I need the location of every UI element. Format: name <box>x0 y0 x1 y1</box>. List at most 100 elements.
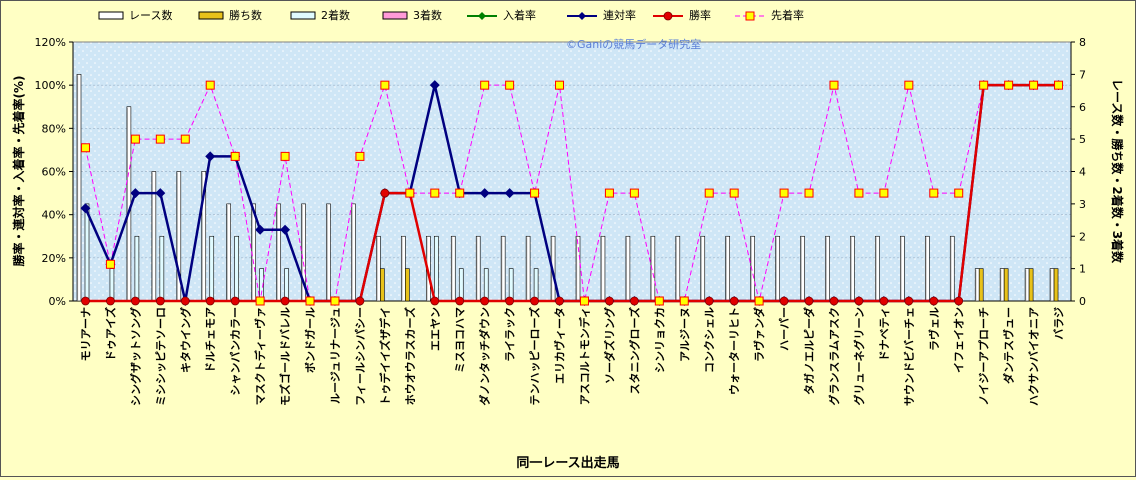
category-label: ウォーターリヒト <box>728 307 741 395</box>
marker-senchaku <box>729 188 739 198</box>
right-tick-label: 2 <box>1079 230 1086 243</box>
legend-item-winrate: 勝率 <box>653 8 711 22</box>
category-label: コンクシェル <box>703 307 716 373</box>
category-label: ドナベティ <box>878 307 891 361</box>
legend: レース数 勝ち数 2着数 3着数 入着率 連対率 <box>98 8 804 22</box>
bar <box>109 268 115 302</box>
marker-senchaku <box>105 259 115 269</box>
category-label: ライラック <box>504 307 517 362</box>
bar <box>380 268 385 302</box>
line-senchaku <box>84 83 1059 302</box>
category-label: テンハッピーローズ <box>528 307 542 405</box>
marker-senchaku <box>904 80 914 90</box>
marker-rentai <box>255 224 266 235</box>
marker-senchaku <box>779 188 789 198</box>
category-label: ルージュリナージュ <box>329 307 342 404</box>
marker-senchaku <box>555 80 565 90</box>
right-tick-label: 3 <box>1079 198 1086 211</box>
marker-winrate <box>155 296 165 306</box>
marker-senchaku <box>929 188 939 198</box>
left-tick-label: 60% <box>42 166 66 179</box>
marker-rentai <box>130 188 141 199</box>
bar <box>84 203 90 302</box>
marker-senchaku <box>130 134 140 144</box>
marker-winrate <box>904 296 914 306</box>
marker-rentai <box>504 188 515 199</box>
marker-senchaku <box>280 151 290 161</box>
marker-winrate <box>954 296 964 306</box>
legend-label-race: レース数 <box>129 9 172 22</box>
marker-winrate <box>854 296 864 306</box>
marker-winrate <box>480 296 490 306</box>
left-tick-label: 0% <box>49 295 66 308</box>
bar <box>209 235 215 302</box>
marker-winrate <box>180 296 190 306</box>
marker-senchaku <box>1004 80 1014 90</box>
bar <box>433 235 439 302</box>
legend-label-place: 入着率 <box>503 8 536 22</box>
category-label: タガノエルピーダ <box>802 307 816 395</box>
marker-senchaku <box>355 151 365 161</box>
marker-senchaku <box>480 80 490 90</box>
marker-winrate <box>380 188 390 198</box>
bar <box>284 268 289 302</box>
marker-winrate <box>829 296 839 306</box>
marker-senchaku <box>180 134 190 144</box>
marker-senchaku <box>455 188 465 198</box>
line-winrate <box>85 83 1059 303</box>
category-label: ソーダズリング <box>602 307 616 384</box>
legend-item-third: 3着数 <box>382 8 442 22</box>
marker-senchaku <box>330 296 340 306</box>
marker-senchaku <box>829 80 839 90</box>
category-label: シンリョクカ <box>653 307 666 373</box>
category-label: スタニングローズ <box>627 307 641 394</box>
category-label: ノイジーアプローチ <box>977 307 991 406</box>
bar <box>1028 268 1034 302</box>
legend-item-rentai: 連対率 <box>567 8 636 22</box>
marker-senchaku <box>879 188 889 198</box>
marker-winrate <box>230 296 240 306</box>
legend-label-second: 2着数 <box>321 8 350 22</box>
marker-senchaku <box>754 296 764 306</box>
bar <box>159 235 165 302</box>
marker-senchaku <box>155 134 165 144</box>
bar <box>405 268 410 302</box>
legend-label-senchaku: 先着率 <box>771 8 804 22</box>
bar <box>1003 268 1009 302</box>
marker-senchaku <box>804 188 814 198</box>
category-label: シングザットソング <box>128 307 142 406</box>
legend-label-win: 勝ち数 <box>229 8 262 22</box>
legend-item-place: 入着率 <box>467 8 536 22</box>
marker-senchaku <box>1054 80 1064 90</box>
category-label: イフェイオン <box>953 307 966 373</box>
category-label: ラヴェル <box>927 307 941 351</box>
bar <box>234 235 239 302</box>
marker-rentai <box>80 203 91 214</box>
category-label: ホウオウラスカーズ <box>403 307 417 405</box>
category-label: グランスラムアスク <box>827 307 841 405</box>
watermark: ©Ganiの競馬データ研究室 <box>566 37 701 51</box>
marker-winrate <box>455 296 465 306</box>
bar <box>483 268 489 302</box>
marker-winrate <box>355 296 365 306</box>
marker-rentai <box>155 188 166 199</box>
left-tick-label: 20% <box>42 252 66 265</box>
category-label: ハクサンバイオニア <box>1028 307 1041 406</box>
category-label: アスコルトモンディ <box>577 307 591 405</box>
marker-winrate <box>879 296 889 306</box>
marker-senchaku <box>854 188 864 198</box>
marker-senchaku <box>629 188 639 198</box>
category-label: ドゥアイズ <box>103 307 117 361</box>
bars <box>76 74 1059 302</box>
marker-winrate <box>779 296 789 306</box>
category-label: ラヴァンダ <box>752 307 766 362</box>
marker-winrate <box>106 296 115 306</box>
marker-senchaku <box>305 296 315 306</box>
marker-senchaku <box>954 188 964 198</box>
marker-winrate <box>280 296 290 306</box>
category-label: ハーパー <box>778 307 791 351</box>
lines <box>84 83 1059 303</box>
right-tick-label: 0 <box>1079 295 1086 308</box>
marker-winrate <box>729 296 739 306</box>
